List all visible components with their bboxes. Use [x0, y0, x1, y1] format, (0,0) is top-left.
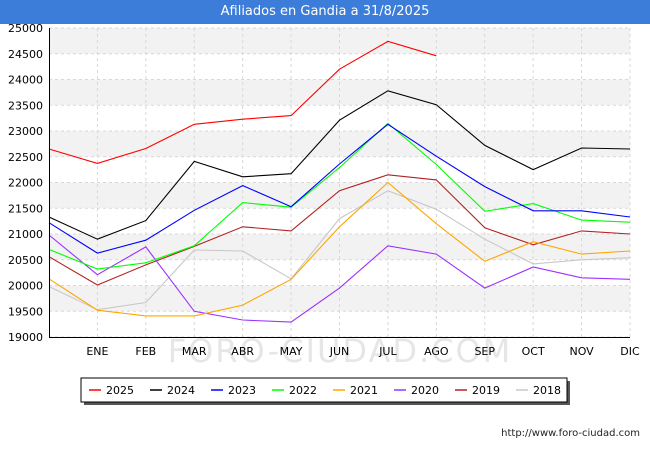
x-tick-label: NOV: [569, 345, 594, 358]
x-tick-label: MAY: [280, 345, 303, 358]
legend-label-2020: 2020: [411, 384, 439, 397]
legend-label-2018: 2018: [533, 384, 561, 397]
x-tick-label: FEB: [135, 345, 156, 358]
y-tick-label: 19500: [8, 305, 43, 318]
y-tick-label: 23500: [8, 99, 43, 112]
y-tick-label: 20000: [8, 280, 43, 293]
series-line-2018: [48, 190, 631, 311]
y-tick-label: 24000: [8, 74, 43, 87]
legend-label-2019: 2019: [472, 384, 500, 397]
series-lines: [48, 40, 631, 323]
footer-url[interactable]: http://www.foro-ciudad.com: [501, 428, 640, 439]
legend: 2025 2024 2023 2022 2021 2020 2019 2018: [80, 377, 570, 405]
y-tick-label: 21500: [8, 202, 43, 215]
y-tick-label: 20500: [8, 254, 43, 267]
y-tick-label: 23000: [8, 125, 43, 138]
series-line-2021: [48, 181, 631, 317]
x-tick-label: ABR: [231, 345, 254, 358]
legend-label-2022: 2022: [289, 384, 317, 397]
x-tick-label: JUL: [378, 345, 397, 358]
y-tick-label: 21000: [8, 228, 43, 241]
legend-label-2025: 2025: [106, 384, 134, 397]
x-tick-label: OCT: [522, 345, 545, 358]
line-chart: FORO-CIUDAD.COM 19000 19500 20000 20500 2100…: [8, 24, 640, 405]
legend-label-2023: 2023: [228, 384, 256, 397]
y-tick-label: 22500: [8, 151, 43, 164]
legend-label-2024: 2024: [167, 384, 195, 397]
x-tick-label: ENE: [86, 345, 108, 358]
series-line-2023: [48, 123, 631, 254]
watermark: FORO-CIUDAD.COM: [168, 332, 513, 370]
x-tick-label: JUN: [329, 345, 350, 358]
x-tick-label: DIC: [620, 345, 640, 358]
x-axis-tick-labels: ENE FEB MAR ABR MAY JUN JUL AGO SEP OCT NOV DIC: [86, 345, 640, 358]
x-tick-label: MAR: [182, 345, 207, 358]
y-tick-label: 25000: [8, 24, 43, 35]
y-axis-tick-labels: 19000 19500 20000 20500 21000 21500 22000 22500…: [8, 24, 43, 344]
series-line-2020: [48, 234, 631, 323]
series-line-2022: [48, 122, 631, 270]
x-tick-label: SEP: [474, 345, 495, 358]
y-tick-label: 24500: [8, 48, 43, 61]
legend-label-2021: 2021: [350, 384, 378, 397]
y-tick-label: 22000: [8, 177, 43, 190]
chart-title: Afiliados en Gandia a 31/8/2025: [0, 0, 650, 24]
series-line-2024: [48, 90, 631, 240]
series-line-2019: [48, 174, 631, 286]
x-tick-label: AGO: [424, 345, 449, 358]
y-tick-label: 19000: [8, 331, 43, 344]
series-line-2025: [48, 40, 437, 164]
